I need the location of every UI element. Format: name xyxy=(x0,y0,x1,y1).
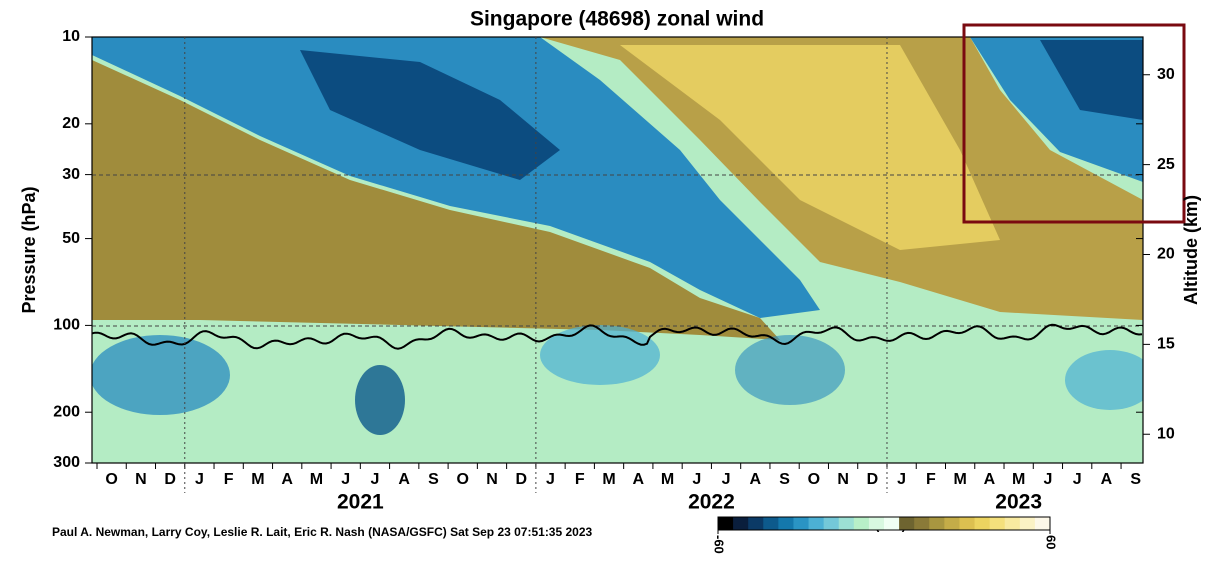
colorbar-swatch xyxy=(733,517,749,530)
westerly-patch xyxy=(92,335,230,415)
x-tick-label: F xyxy=(926,471,936,488)
chart-title: Singapore (48698) zonal wind xyxy=(470,8,764,31)
x-tick-label: M xyxy=(251,471,264,488)
x-tick-label: S xyxy=(779,471,790,488)
colorbar-swatch xyxy=(899,517,915,530)
x-tick-label: N xyxy=(135,471,147,488)
x-tick-label: N xyxy=(486,471,498,488)
tropopause-line xyxy=(92,323,1143,350)
x-tick-label: M xyxy=(602,471,615,488)
colorbar-swatch xyxy=(974,517,991,530)
y2-tick-label: 10 xyxy=(1157,425,1175,442)
colorbar-swatch xyxy=(868,517,885,530)
plot-frame xyxy=(91,36,1144,464)
y2-axis-label: Altitude (km) xyxy=(1181,195,1201,305)
colorbar-swatch xyxy=(989,517,1006,530)
x-tick-label: M xyxy=(310,471,323,488)
y2-tick-label: 30 xyxy=(1157,66,1175,83)
x-tick-label: O xyxy=(457,471,469,488)
colorbar-swatch xyxy=(1004,517,1021,530)
y2-tick-label: 25 xyxy=(1157,156,1175,173)
y-tick-label: 20 xyxy=(62,115,80,132)
x-tick-label: D xyxy=(867,471,879,488)
x-tick-label: S xyxy=(428,471,439,488)
x-tick-label: S xyxy=(1130,471,1141,488)
colorbar-swatch xyxy=(944,517,960,530)
x-tick-label: A xyxy=(633,471,645,488)
x-tick-label: A xyxy=(398,471,410,488)
x-tick-label: J xyxy=(1073,471,1082,488)
westerly-core xyxy=(1040,40,1143,120)
x-tick-label: A xyxy=(750,471,762,488)
colorbar-swatch xyxy=(929,517,945,530)
colorbar-swatch xyxy=(914,517,930,530)
y2-tick-label: 15 xyxy=(1157,336,1175,353)
colorbar-frame xyxy=(717,516,1051,531)
x-tick-label: J xyxy=(371,471,380,488)
colorbar-swatch xyxy=(748,517,764,530)
westerly-patch xyxy=(735,335,845,405)
colorbar-swatch xyxy=(793,517,810,530)
westerly-region xyxy=(92,37,820,318)
easterly-region xyxy=(92,60,780,340)
x-tick-label: J xyxy=(195,471,204,488)
colorbar-swatch xyxy=(959,517,976,530)
x-tick-label: J xyxy=(341,471,350,488)
colorbar-swatch xyxy=(718,517,734,530)
year-label: 2022 xyxy=(688,491,735,514)
x-tick-label: J xyxy=(1043,471,1052,488)
colorbar-swatch xyxy=(1034,517,1051,530)
x-tick-label: A xyxy=(984,471,996,488)
colorbar-swatch xyxy=(763,517,779,530)
westerly-patch xyxy=(1065,350,1143,410)
x-tick-label: N xyxy=(837,471,849,488)
y2-tick-label: 20 xyxy=(1157,246,1175,263)
colorbar-tick-label: 60 xyxy=(1044,535,1059,549)
x-tick-label: F xyxy=(224,471,234,488)
wind-field xyxy=(92,37,1143,463)
x-tick-label: A xyxy=(281,471,293,488)
colorbar-swatch xyxy=(1019,517,1036,530)
year-label: 2021 xyxy=(337,491,384,514)
x-tick-label: D xyxy=(515,471,527,488)
colorbar-tick-label: -60 xyxy=(712,535,727,554)
x-tick-label: J xyxy=(546,471,555,488)
easterly-core xyxy=(620,45,1000,250)
x-tick-label: M xyxy=(1012,471,1025,488)
x-tick-label: J xyxy=(692,471,701,488)
y-tick-label: 10 xyxy=(62,28,80,45)
x-tick-label: D xyxy=(164,471,176,488)
x-tick-label: M xyxy=(661,471,674,488)
highlight-box xyxy=(962,23,1186,224)
x-tick-label: F xyxy=(575,471,585,488)
x-tick-label: A xyxy=(1101,471,1113,488)
x-tick-label: O xyxy=(808,471,820,488)
colorbar-swatch xyxy=(884,517,900,530)
x-tick-label: M xyxy=(953,471,966,488)
westerly-patch xyxy=(355,365,405,435)
y-tick-label: 300 xyxy=(53,454,80,471)
year-label: 2023 xyxy=(995,491,1042,514)
y-tick-label: 100 xyxy=(53,317,80,334)
x-tick-label: O xyxy=(105,471,117,488)
y-axis-label: Pressure (hPa) xyxy=(19,186,39,313)
colorbar-swatch xyxy=(808,517,825,530)
colorbar-swatch xyxy=(823,517,840,530)
westerly-core xyxy=(300,50,560,180)
y-tick-label: 50 xyxy=(62,230,80,247)
colorbar-swatch xyxy=(853,517,870,530)
credit: Paul A. Newman, Larry Coy, Leslie R. Lai… xyxy=(52,525,593,539)
colorbar-swatch xyxy=(838,517,855,530)
colorbar-swatch xyxy=(778,517,794,530)
y-tick-label: 200 xyxy=(53,403,80,420)
x-tick-label: J xyxy=(722,471,731,488)
x-tick-label: J xyxy=(897,471,906,488)
y-tick-label: 30 xyxy=(62,166,80,183)
